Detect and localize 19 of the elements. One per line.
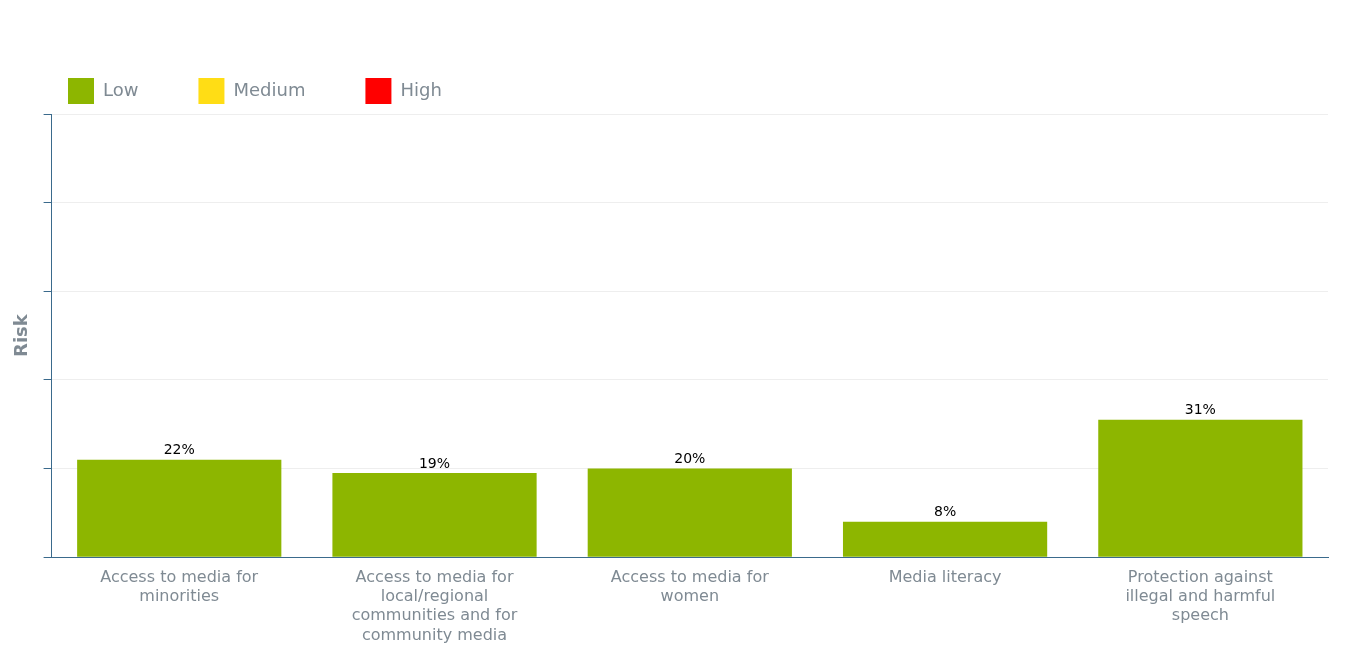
data-label: 8% <box>933 503 957 520</box>
x-tick-label: Access to media for women <box>610 566 770 606</box>
x-tick-label: Media literacy <box>888 566 1002 586</box>
bar <box>1098 419 1303 557</box>
bar <box>77 459 282 557</box>
data-label: 31% <box>1184 401 1216 418</box>
data-label: 20% <box>674 450 706 467</box>
data-label: 19% <box>418 454 451 471</box>
legend-label: Low <box>103 78 139 100</box>
legend-label: High <box>400 78 442 100</box>
x-tick-label: Access to media for minorities <box>100 566 259 606</box>
x-tick-label: Protection against illegal and harmful speech <box>1125 566 1276 625</box>
x-tick-label: Access to media for local/regional communities and for community media <box>351 566 518 644</box>
legend-label: Medium <box>233 78 306 100</box>
bar <box>842 521 1048 557</box>
y-axis-title: Risk <box>10 313 32 357</box>
bar <box>587 468 792 557</box>
data-label: 22% <box>163 441 195 458</box>
bar <box>332 472 537 557</box>
